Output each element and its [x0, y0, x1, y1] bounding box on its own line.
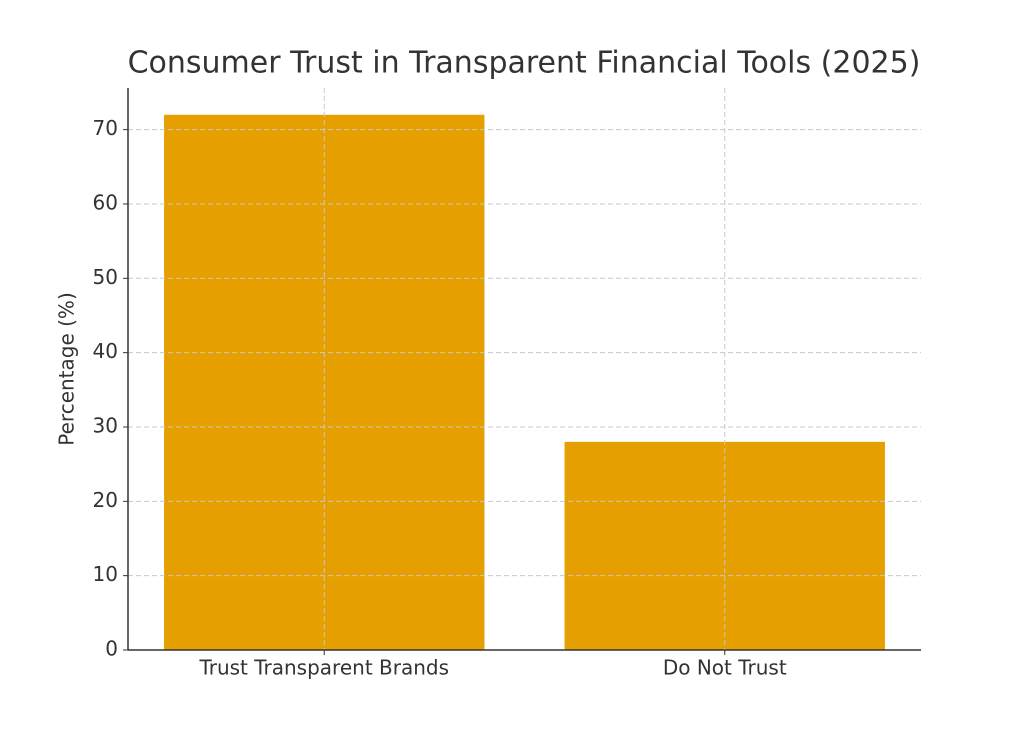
y-axis-label: Percentage (%): [55, 292, 79, 445]
y-tick-label: 40: [93, 339, 118, 363]
y-tick-label: 50: [93, 265, 118, 289]
y-tick-label: 60: [93, 190, 118, 214]
y-tick-label: 10: [93, 562, 118, 586]
x-tick-label: Trust Transparent Brands: [198, 656, 449, 680]
y-tick-label: 20: [93, 488, 118, 512]
y-tick-label: 70: [93, 116, 118, 140]
y-tick-label: 0: [105, 637, 118, 661]
x-tick-label: Do Not Trust: [663, 656, 787, 680]
chart-title: Consumer Trust in Transparent Financial …: [128, 46, 921, 81]
y-tick-label: 30: [93, 413, 118, 437]
